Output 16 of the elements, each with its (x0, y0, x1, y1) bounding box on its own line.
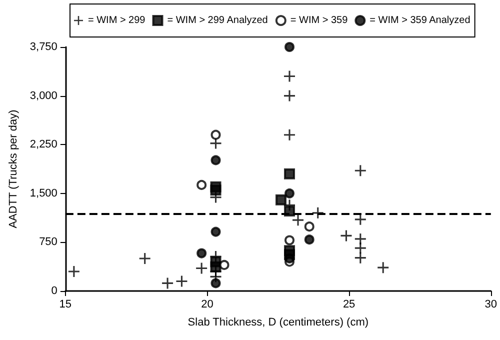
y-tick-label: 1,500 (30, 187, 58, 200)
y-tick-label: 0 (51, 285, 58, 297)
x-tick-label: 15 (59, 298, 72, 310)
y-tick-label: 2,250 (30, 138, 58, 151)
y-tick-label: 750 (39, 236, 58, 248)
x-tick-label: 20 (201, 298, 214, 310)
legend-label: = WIM > 299 Analyzed (167, 15, 268, 26)
y-axis-title: AADTT (Trucks per day) (8, 110, 20, 228)
legend-label: = WIM > 359 (290, 15, 348, 26)
legend-label: = WIM > 299 (88, 15, 146, 26)
x-tick-label: 25 (342, 298, 356, 310)
y-tick-label: 3,750 (30, 41, 58, 53)
x-tick-label: 30 (484, 298, 498, 310)
x-axis-title: Slab Thickness, D (centimeters) (cm) (188, 316, 369, 328)
y-tick-label: 3,000 (30, 90, 58, 102)
legend-label: = WIM > 359 Analyzed (370, 15, 470, 26)
